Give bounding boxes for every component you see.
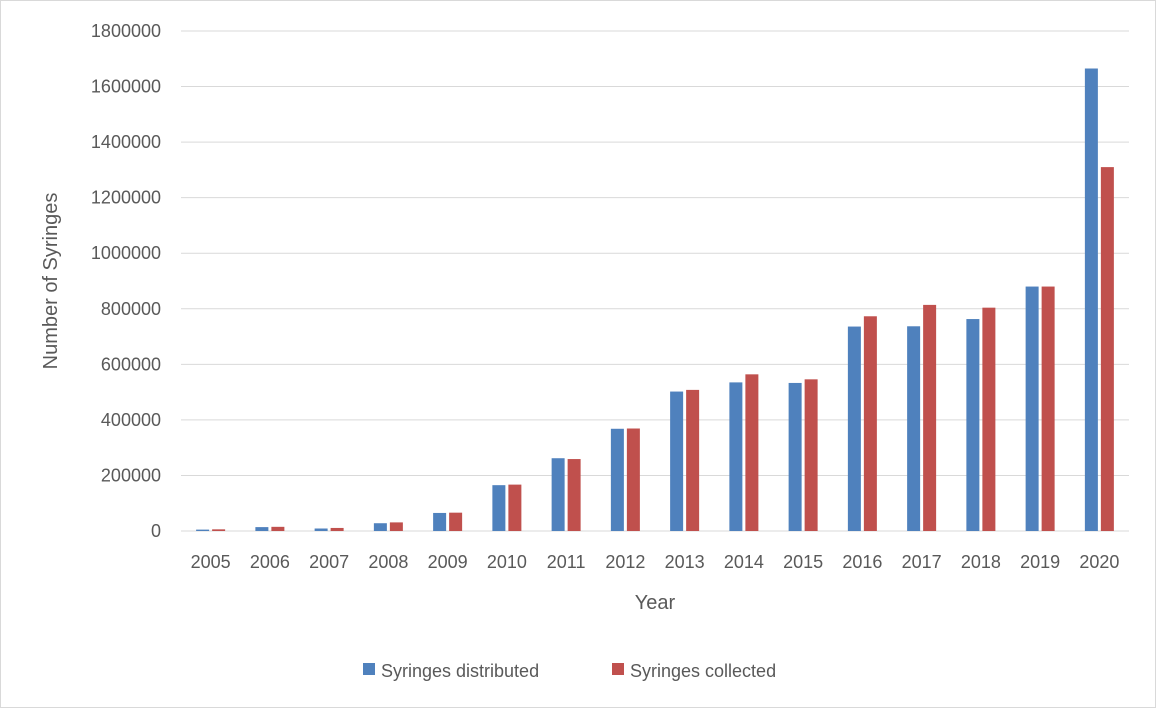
bar-distributed bbox=[847, 326, 861, 531]
x-tick-label: 2012 bbox=[605, 552, 645, 572]
bar-collected bbox=[923, 304, 937, 531]
x-tick-label: 2010 bbox=[487, 552, 527, 572]
bar-distributed bbox=[492, 485, 506, 531]
bar-distributed bbox=[729, 382, 743, 531]
bar-distributed bbox=[373, 523, 387, 531]
bar-distributed bbox=[670, 391, 684, 531]
bar-collected bbox=[271, 526, 285, 531]
x-tick-label: 2011 bbox=[547, 552, 586, 572]
bar-distributed bbox=[551, 458, 565, 531]
y-tick-label: 800000 bbox=[101, 299, 161, 319]
x-axis-tick-labels: 2005 2006 2007 2008 2009 2010 2011 2012 2013 2014… bbox=[191, 552, 1120, 572]
bar-collected bbox=[1100, 167, 1114, 531]
y-axis-title: Number of Syringes bbox=[40, 193, 62, 370]
y-tick-label: 400000 bbox=[101, 410, 161, 430]
bar-collected bbox=[1041, 286, 1055, 531]
y-tick-label: 1800000 bbox=[91, 21, 161, 41]
x-tick-label: 2020 bbox=[1079, 552, 1119, 572]
bar-collected bbox=[982, 307, 996, 531]
bar-distributed bbox=[255, 527, 269, 531]
legend-swatch-distributed bbox=[363, 663, 375, 675]
gridlines bbox=[181, 30, 1129, 532]
bar-distributed bbox=[788, 382, 802, 531]
bar-collected bbox=[745, 374, 759, 531]
bar-distributed bbox=[907, 326, 921, 531]
x-tick-label: 2005 bbox=[191, 552, 231, 572]
y-tick-label: 1400000 bbox=[91, 132, 161, 152]
legend-label-collected: Syringes collected bbox=[630, 661, 776, 681]
bar-distributed bbox=[610, 428, 624, 531]
x-tick-label: 2019 bbox=[1020, 552, 1060, 572]
y-tick-label: 1200000 bbox=[91, 188, 161, 208]
bar-distributed bbox=[196, 529, 210, 531]
y-tick-label: 600000 bbox=[101, 354, 161, 374]
x-tick-label: 2006 bbox=[250, 552, 290, 572]
x-tick-label: 2015 bbox=[783, 552, 823, 572]
x-tick-label: 2014 bbox=[724, 552, 764, 572]
bar-collected bbox=[863, 316, 877, 531]
bar-distributed bbox=[1084, 68, 1098, 531]
x-tick-label: 2007 bbox=[309, 552, 349, 572]
x-tick-label: 2008 bbox=[368, 552, 408, 572]
bars bbox=[196, 68, 1114, 531]
x-tick-label: 2013 bbox=[665, 552, 705, 572]
x-tick-label: 2017 bbox=[902, 552, 942, 572]
bar-collected bbox=[567, 459, 581, 531]
bar-collected bbox=[389, 522, 403, 531]
bar-distributed bbox=[433, 512, 447, 531]
bar-distributed bbox=[314, 528, 328, 531]
bar-collected bbox=[686, 389, 700, 531]
legend-swatch-collected bbox=[612, 663, 624, 675]
bar-collected bbox=[804, 379, 818, 531]
x-tick-label: 2016 bbox=[842, 552, 882, 572]
bar-distributed bbox=[1025, 286, 1039, 531]
y-tick-label: 1600000 bbox=[91, 77, 161, 97]
bar-distributed bbox=[966, 319, 980, 531]
y-axis-tick-labels: 0 200000 400000 600000 800000 1000000 1200000 1… bbox=[91, 21, 161, 541]
bar-collected bbox=[626, 428, 640, 531]
bar-collected bbox=[449, 512, 463, 531]
y-tick-label: 0 bbox=[151, 521, 161, 541]
x-tick-label: 2018 bbox=[961, 552, 1001, 572]
legend-label-distributed: Syringes distributed bbox=[381, 661, 539, 681]
bar-collected bbox=[330, 527, 344, 531]
bar-collected bbox=[508, 484, 522, 531]
x-tick-label: 2009 bbox=[428, 552, 468, 572]
y-tick-label: 200000 bbox=[101, 465, 161, 485]
x-axis-title: Year bbox=[635, 592, 676, 614]
y-tick-label: 1000000 bbox=[91, 243, 161, 263]
bar-collected bbox=[212, 529, 226, 531]
legend: Syringes distributed Syringes collected bbox=[363, 661, 776, 681]
